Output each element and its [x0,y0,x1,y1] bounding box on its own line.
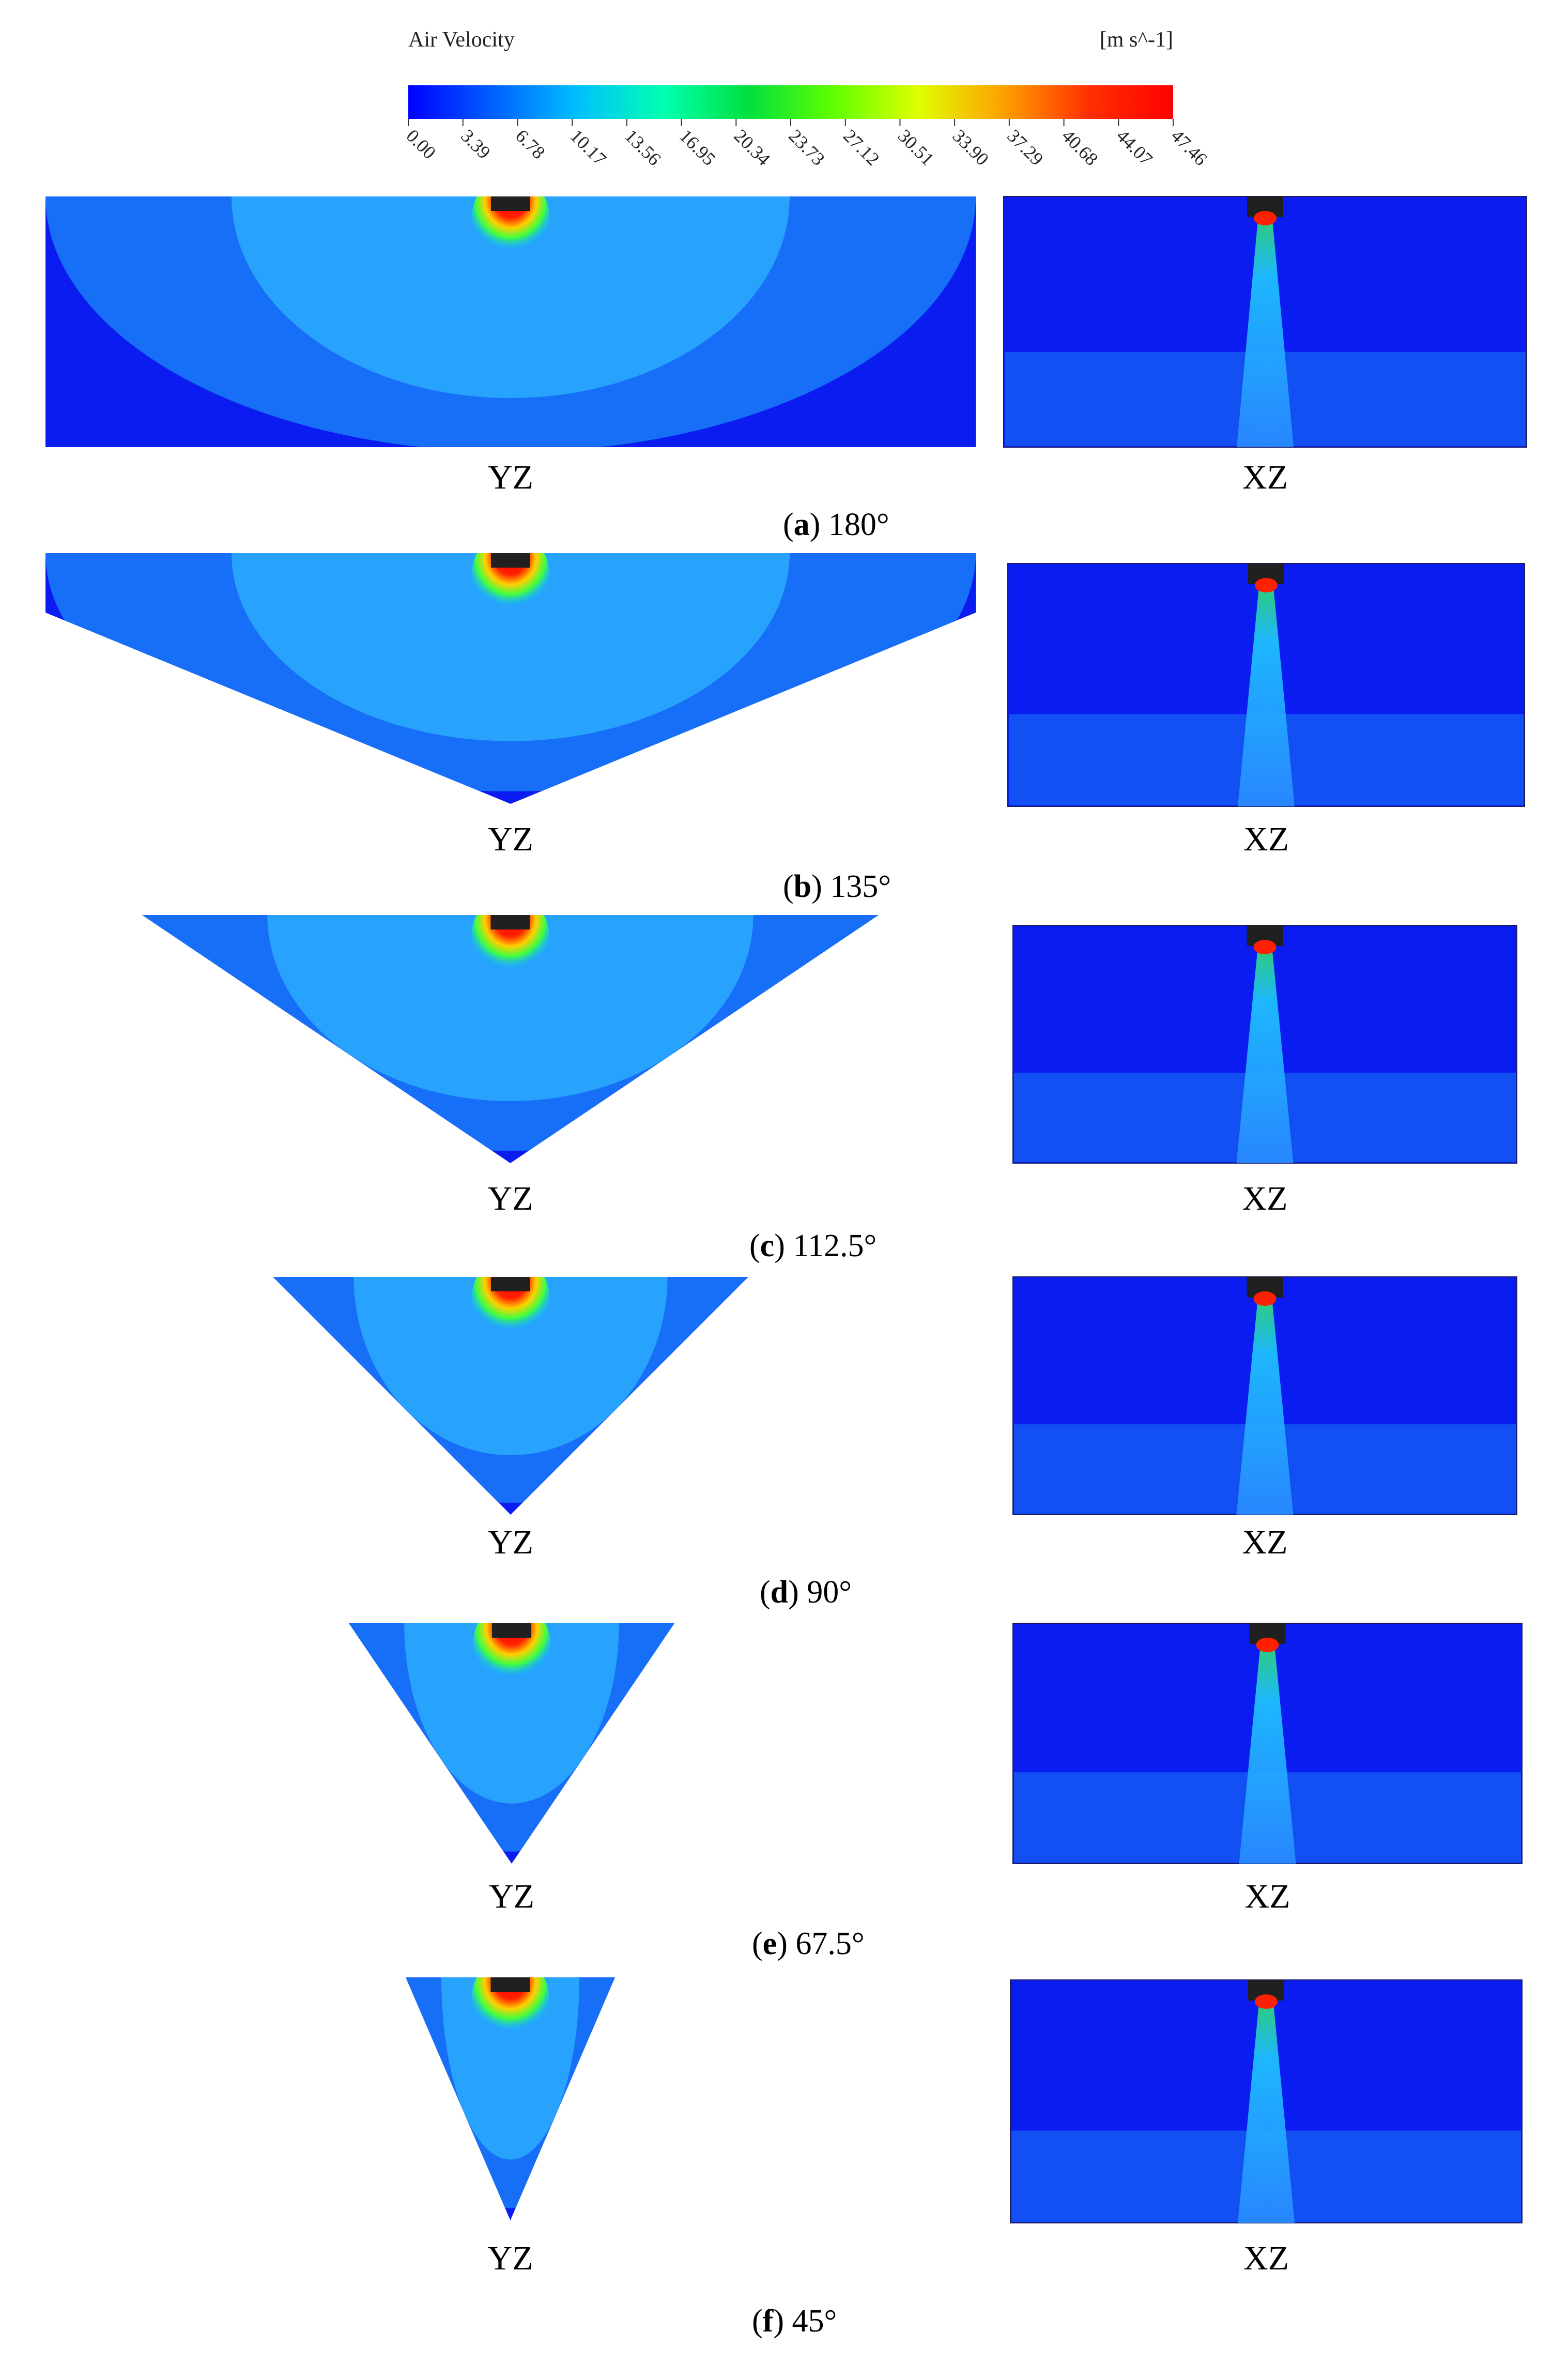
colorbar-unit: [m s^-1] [1100,28,1173,52]
yz-hotspot [472,196,549,258]
xz-label: XZ [1243,2239,1289,2277]
yz-inner-plume [441,1977,580,2160]
xz-hotspot [1254,211,1277,225]
xz-hotspot [1253,1291,1277,1306]
yz-hotspot [473,1623,550,1685]
xz-contour [1012,1276,1517,1515]
xz-jet [1236,949,1294,1163]
xz-label: XZ [1242,459,1288,496]
xz-jet [1236,1300,1294,1515]
xz-hotspot [1253,940,1277,954]
xz-contour [1003,196,1527,448]
colorbar-tick-label: 23.73 [785,125,829,170]
colorbar-tick-label: 6.78 [512,125,549,163]
yz-nozzle [492,1623,531,1638]
xz-hotspot [1255,578,1278,592]
xz-jet [1237,220,1294,447]
panel-caption: (d) 90° [760,1575,852,1610]
panel-caption: (c) 112.5° [749,1228,877,1263]
panel-angle: 135° [830,869,891,904]
panel-angle: 67.5° [795,1926,864,1961]
colorbar-ticks: 0.00 3.39 6.78 10.17 13.56 16.95 20.34 23.73 27.… [402,119,1211,170]
yz-hotspot [471,915,549,977]
panels: YZ XZ (a) 180° YZ XZ (b) 135° YZ XZ (c) 112.5° YZ… [45,196,1527,2339]
panel-b: YZ XZ (b) 135° [45,553,1525,904]
yz-label: YZ [489,1878,534,1915]
yz-inner-plume [404,1623,619,1804]
colorbar-tick-label: 3.39 [457,125,495,163]
xz-hotspot [1256,1638,1279,1652]
xz-label: XZ [1245,1878,1290,1915]
colorbar: Air Velocity [m s^-1] 0.00 3.39 6.78 10.17 1… [402,28,1211,170]
xz-jet [1238,2003,1295,2223]
panel-angle: 112.5° [793,1228,877,1263]
colorbar-tick-label: 10.17 [566,125,610,170]
colorbar-gradient [408,85,1173,119]
panel-letter: d [771,1575,788,1610]
colorbar-tick-label: 47.46 [1167,125,1211,170]
yz-inner-plume [232,553,790,741]
yz-contour [45,553,976,804]
panel-angle: 45° [792,2304,837,2339]
xz-hotspot [1255,1994,1278,2009]
panel-angle: 90° [807,1575,852,1610]
xz-jet [1238,587,1295,806]
yz-nozzle [490,1977,530,1992]
yz-contour [45,196,976,447]
yz-label: YZ [488,820,533,858]
panel-caption: (e) 67.5° [752,1926,865,1961]
panel-caption: (b) 135° [783,869,891,904]
yz-label: YZ [488,1180,533,1217]
colorbar-title: Air Velocity [408,28,515,52]
yz-inner-plume [353,1277,668,1455]
xz-label: XZ [1242,1523,1288,1561]
xz-contour [1007,563,1525,807]
yz-label: YZ [488,1523,533,1561]
yz-hotspot [471,1977,549,2039]
colorbar-tick-label: 40.68 [1058,125,1102,170]
xz-contour [1010,1979,1523,2223]
panel-a: YZ XZ (a) 180° [45,196,1527,542]
colorbar-tick-label: 20.34 [730,125,775,170]
yz-inner-plume [232,196,790,398]
yz-outer-plume [45,196,976,447]
yz-nozzle [490,915,530,929]
panel-letter: e [763,1926,777,1961]
panel-caption: (a) 180° [783,507,889,542]
panel-letter: b [794,869,811,904]
panel-caption: (f) 45° [752,2304,837,2339]
panel-letter: c [760,1228,775,1263]
yz-nozzle [491,196,530,211]
yz-hotspot [472,1277,549,1339]
panel-letter: f [763,2304,774,2339]
colorbar-tick-label: 0.00 [402,125,440,163]
panel-letter: a [794,507,810,542]
yz-nozzle [491,553,530,568]
colorbar-tick-label: 44.07 [1113,125,1157,170]
colorbar-tick-label: 13.56 [621,125,665,170]
yz-nozzle [491,1277,530,1291]
colorbar-tick-label: 30.51 [894,125,939,170]
colorbar-tick-label: 16.95 [675,125,720,170]
colorbar-tick-label: 37.29 [1003,125,1048,170]
yz-inner-plume [267,915,754,1101]
xz-label: XZ [1243,820,1289,858]
xz-contour [1012,925,1517,1164]
panel-angle: 180° [828,507,889,542]
xz-contour [1012,1623,1523,1864]
yz-label: YZ [488,459,533,496]
xz-jet [1239,1647,1296,1864]
colorbar-tick-label: 27.12 [839,125,884,170]
yz-label: YZ [488,2239,533,2277]
xz-label: XZ [1242,1180,1288,1217]
colorbar-tick-label: 33.90 [948,125,993,170]
yz-hotspot [472,553,549,615]
yz-outer-plume [45,553,976,791]
